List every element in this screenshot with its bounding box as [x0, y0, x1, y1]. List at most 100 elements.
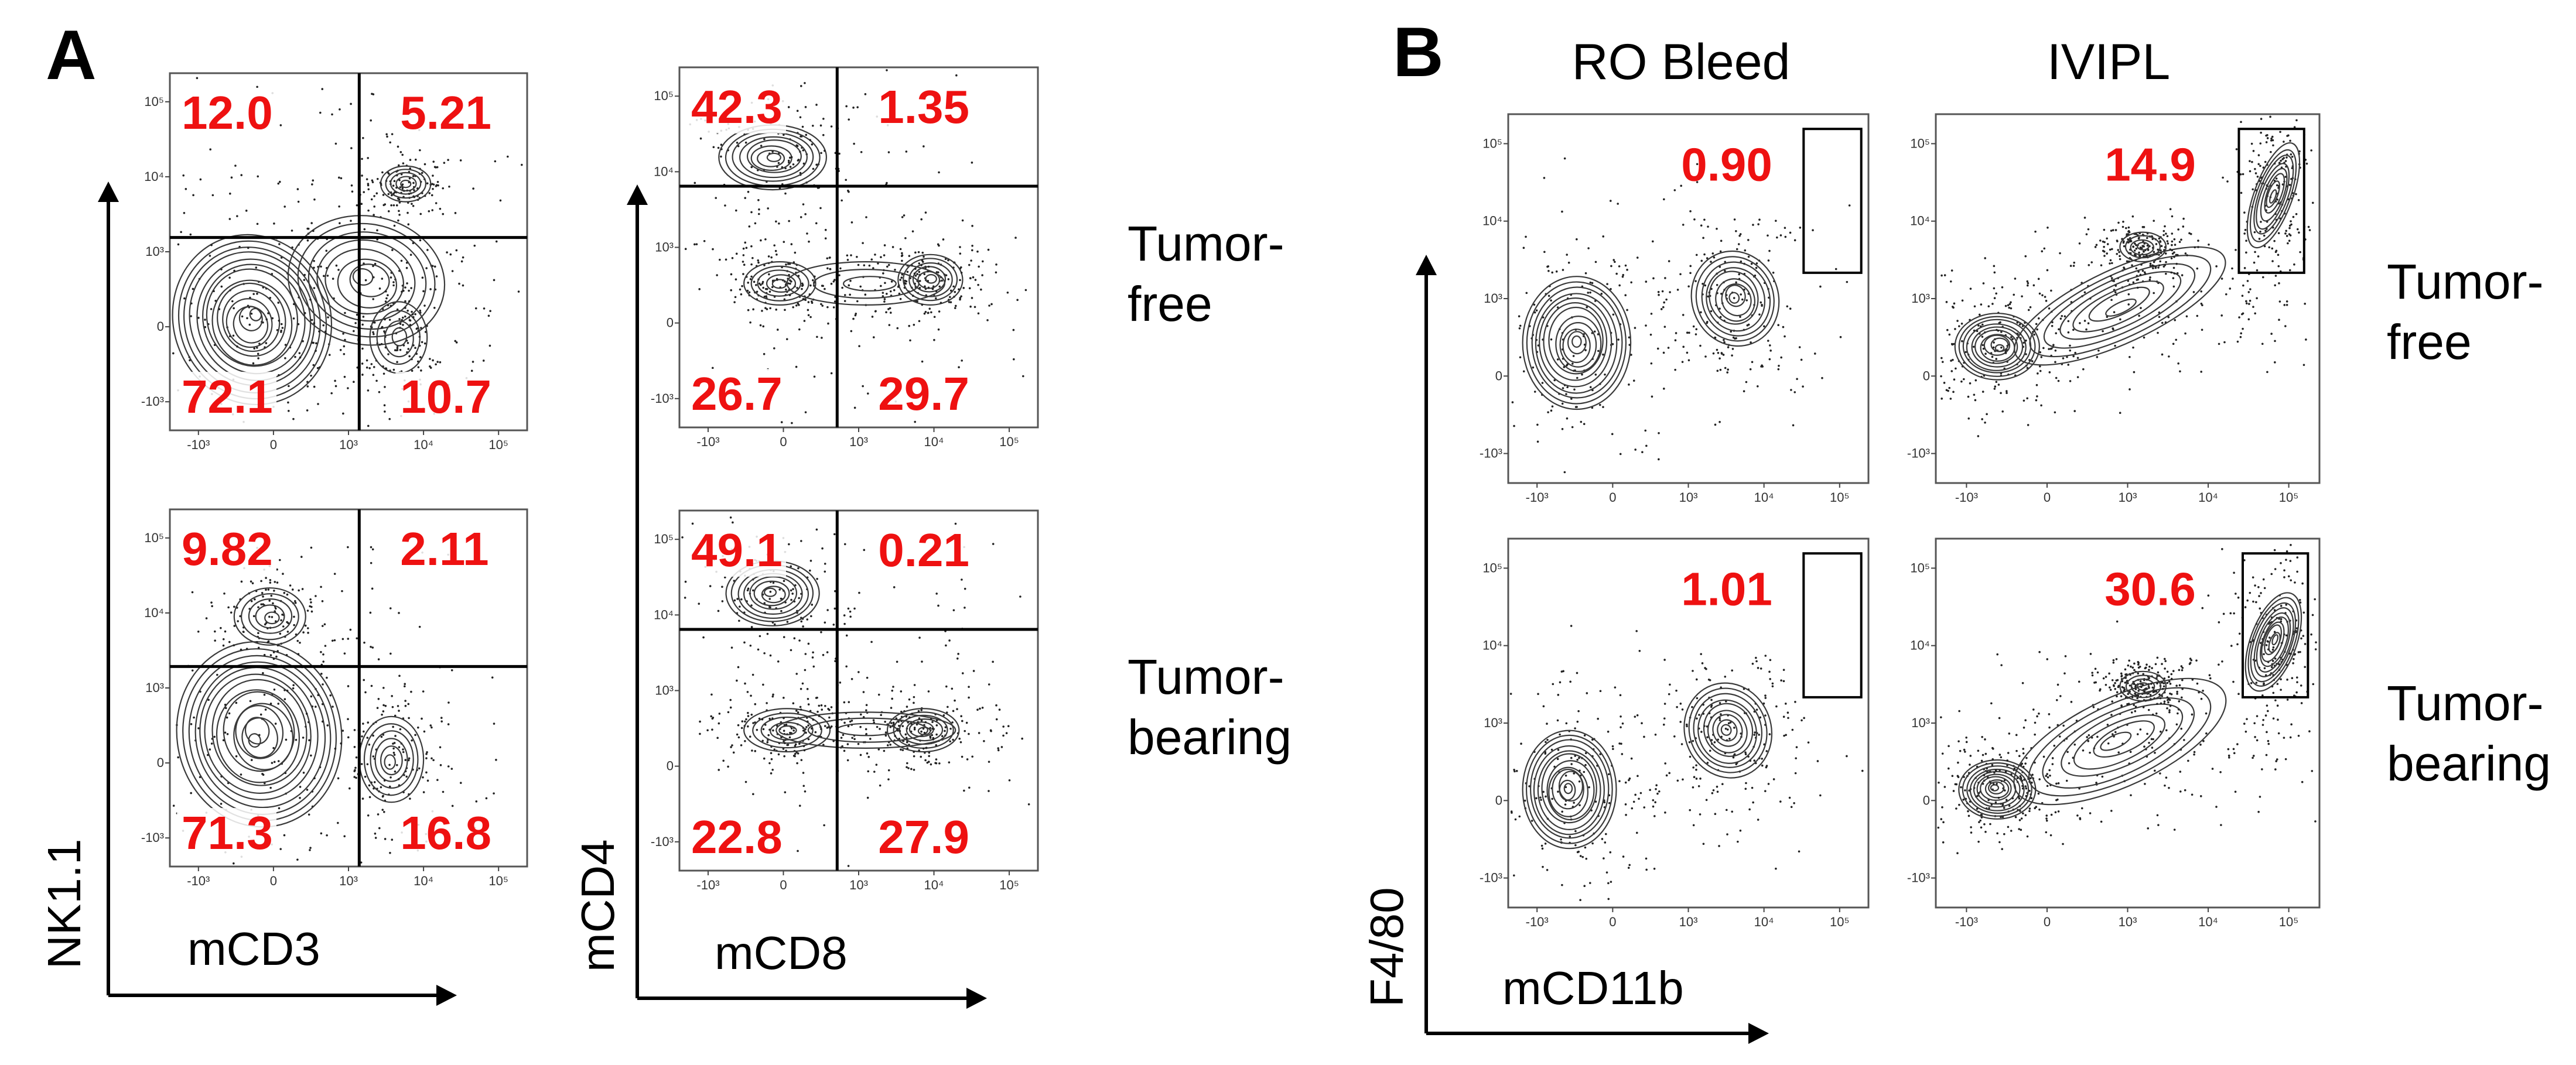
plot-b-ro-bleed-tumor-free-event-dot [1536, 423, 1539, 426]
plot-a-mcd4-mcd8-tumor-free-event-dot [744, 197, 747, 199]
plot-b-ivipl-tumor-free-event-dot [2147, 249, 2150, 251]
plot-b-ro-bleed-tumor-free-event-dot [1536, 440, 1539, 443]
plot-b-ivipl-tumor-free-event-dot [1980, 303, 1983, 306]
plot-a-mcd4-mcd8-tumor-bearing-event-dot [782, 748, 785, 750]
plot-b-ivipl-tumor-free-event-dot [1973, 305, 1976, 308]
plot-b-ro-bleed-tumor-bearing-event-dot [1570, 756, 1573, 759]
plot-a-nk11-mcd3-tumor-free-event-dot [397, 164, 400, 167]
plot-a-mcd4-mcd8-tumor-bearing-event-dot [711, 728, 713, 731]
plot-a-mcd4-mcd8-tumor-bearing-event-dot [905, 737, 908, 739]
plot-a-nk11-mcd3-tumor-bearing-contour [241, 593, 299, 641]
plot-b-ivipl-tumor-free-event-dot [2128, 231, 2131, 234]
plot-b-ivipl-tumor-free-contour [2072, 280, 2164, 333]
plot-b-ivipl-tumor-free-event-dot [2103, 241, 2106, 244]
plot-a-nk11-mcd3-tumor-free-y-tick-label: 10⁴ [144, 169, 164, 184]
plot-a-mcd4-mcd8-tumor-bearing-event-dot [724, 576, 726, 578]
plot-b-ivipl-tumor-free-event-dot [1961, 340, 1963, 343]
plot-a-nk11-mcd3-tumor-bearing-contour [204, 673, 312, 794]
plot-a-mcd4-mcd8-tumor-bearing-event-dot [786, 744, 788, 746]
plot-a-nk11-mcd3-tumor-bearing-event-dot [364, 691, 367, 694]
plot-a-nk11-mcd3-tumor-bearing-event-dot [211, 605, 213, 608]
plot-a-mcd4-mcd8-tumor-free-event-dot [849, 293, 851, 296]
plot-a-nk11-mcd3-tumor-free-event-dot [334, 142, 337, 145]
plot-b-ro-bleed-tumor-bearing-event-dot [1610, 881, 1612, 883]
plot-b-ro-bleed-tumor-bearing-event-dot [1755, 708, 1758, 711]
plot-a-nk11-mcd3-tumor-free-contour [337, 258, 398, 309]
plot-a-nk11-mcd3-tumor-free-event-dot [372, 331, 374, 334]
plot-b-ro-bleed-tumor-bearing-event-dot [1701, 662, 1704, 665]
plot-b-ivipl-tumor-bearing-event-dot [2263, 683, 2265, 686]
plot-a-nk11-mcd3-tumor-free-event-dot [391, 249, 394, 251]
plot-a-mcd4-mcd8-tumor-free-percent-lower-right: 29.7 [878, 368, 969, 420]
plot-b-ro-bleed-tumor-free-event-dot [1747, 239, 1750, 241]
plot-a-nk11-mcd3-tumor-free-event-dot [363, 228, 366, 231]
plot-b-ro-bleed-tumor-free-event-dot [1689, 265, 1692, 268]
plot-b-ivipl-tumor-free-event-dot [2177, 228, 2179, 231]
plot-a-nk11-mcd3-tumor-bearing-event-dot [257, 632, 259, 634]
plot-b-ivipl-tumor-free-event-dot [1981, 344, 1984, 347]
plot-a-nk11-mcd3-tumor-free-event-dot [392, 368, 395, 371]
plot-a-mcd4-mcd8-tumor-free-x-tick-label: -10³ [696, 434, 719, 449]
plot-b-ivipl-tumor-bearing-event-dot [2159, 730, 2162, 733]
plot-a-mcd4-mcd8-tumor-bearing-event-dot [801, 682, 804, 685]
plot-a-mcd4-mcd8-tumor-bearing-event-dot [822, 653, 825, 656]
plot-a-nk11-mcd3-tumor-free-event-dot [462, 284, 464, 287]
plot-a-nk11-mcd3-tumor-free-event-dot [436, 361, 439, 363]
plot-a-mcd4-mcd8-tumor-free-contour [750, 265, 809, 302]
plot-b-ro-bleed-tumor-free-contour [1539, 297, 1612, 388]
plot-b-ro-bleed-tumor-free-event-dot [1848, 204, 1851, 207]
plot-b-ivipl-tumor-free-event-dot [2288, 227, 2291, 230]
plot-a-mcd4-mcd8-tumor-bearing-event-dot [797, 752, 800, 755]
plot-a-nk11-mcd3-tumor-free-event-dot [322, 324, 325, 327]
plot-b-ro-bleed-tumor-bearing-event-dot [1583, 885, 1586, 888]
plot-b-ivipl-tumor-bearing-event-dot [2244, 606, 2247, 608]
plot-a-mcd4-mcd8-tumor-free-event-dot [787, 262, 790, 265]
plot-a-mcd4-mcd8-tumor-bearing-y-tick-label: -10³ [651, 834, 674, 849]
plot-a-mcd4-mcd8-tumor-free-event-dot [1012, 328, 1015, 331]
plot-b-ivipl-tumor-bearing-event-dot [2296, 570, 2298, 573]
plot-b-ivipl-tumor-free-event-dot [2239, 335, 2242, 338]
plot-a-mcd4-mcd8-tumor-bearing-event-dot [935, 724, 938, 727]
plot-b-ro-bleed-tumor-free-event-dot [1772, 271, 1775, 274]
plot-b-ro-bleed-tumor-bearing-event-dot [1711, 792, 1714, 795]
plot-b-ivipl-tumor-free-event-dot [2078, 242, 2081, 245]
plot-b-ivipl-tumor-free-event-dot [2164, 264, 2167, 266]
plot-b-ivipl-tumor-bearing-event-dot [2046, 773, 2049, 775]
plot-b-ro-bleed-tumor-free-event-dot [1656, 347, 1659, 350]
plot-b-ivipl-tumor-free-contour [2105, 298, 2137, 317]
plot-b-ivipl-tumor-free-event-dot [2112, 229, 2114, 231]
plot-a-nk11-mcd3-tumor-bearing-event-dot [272, 651, 275, 653]
plot-a-nk11-mcd3-tumor-bearing-event-dot [209, 748, 211, 751]
plot-b-ivipl-tumor-free-event-dot [1993, 287, 1996, 290]
plot-a-mcd4-mcd8-tumor-bearing-event-dot [790, 598, 792, 601]
plot-b-ro-bleed-tumor-free-event-dot [1747, 255, 1750, 258]
plot-a-nk11-mcd3-tumor-bearing-event-dot [485, 797, 488, 800]
plot-b-ivipl-tumor-bearing-event-dot [2166, 682, 2169, 684]
plot-b-ivipl-tumor-bearing-event-dot [2258, 595, 2260, 597]
plot-b-ivipl-tumor-free-event-dot [2114, 291, 2117, 293]
plot-b-ivipl-tumor-free-event-dot [2059, 252, 2061, 255]
plot-b-ro-bleed-tumor-bearing-event-dot [1758, 734, 1760, 736]
plot-b-ivipl-tumor-bearing-event-dot [2264, 714, 2267, 717]
plot-a-nk11-mcd3-tumor-free-event-dot [313, 322, 316, 324]
plot-b-ivipl-tumor-free-event-dot [2001, 410, 2004, 413]
plot-b-ro-bleed-tumor-free-event-dot [1674, 339, 1677, 342]
plot-b-ivipl-tumor-free-event-dot [1993, 297, 1996, 300]
plot-a-nk11-mcd3-tumor-bearing-event-dot [269, 578, 272, 581]
plot-a-mcd4-mcd8-tumor-bearing-event-dot [851, 737, 853, 739]
plot-b-ro-bleed-tumor-bearing-contour [1552, 769, 1584, 810]
plot-b-ro-bleed-tumor-bearing-event-dot [1542, 705, 1545, 708]
plot-b-ro-bleed-tumor-bearing-event-dot [1698, 714, 1700, 716]
plot-b-ro-bleed-tumor-bearing-event-dot [1757, 667, 1760, 669]
plot-a-nk11-mcd3-tumor-bearing-event-dot [214, 630, 216, 633]
plot-a-mcd4-mcd8-tumor-free-event-dot [917, 251, 920, 254]
plot-a-nk11-mcd3-tumor-free-x-tick-label: 10⁴ [414, 437, 433, 452]
plot-a-mcd4-mcd8-tumor-free-event-dot [960, 295, 962, 297]
plot-a-mcd4-mcd8-tumor-free-event-dot [774, 249, 777, 252]
plot-b-ro-bleed-tumor-bearing-event-dot [1635, 630, 1638, 632]
plot-a-mcd4-mcd8-tumor-free-event-dot [755, 284, 757, 286]
plot-b-ro-bleed-tumor-bearing-event-dot [1597, 717, 1599, 720]
plot-a-nk11-mcd3-tumor-free-event-dot [448, 186, 450, 188]
plot-b-ivipl-tumor-bearing-event-dot [2148, 665, 2151, 668]
plot-b-ivipl-tumor-free-event-dot [2232, 278, 2234, 280]
